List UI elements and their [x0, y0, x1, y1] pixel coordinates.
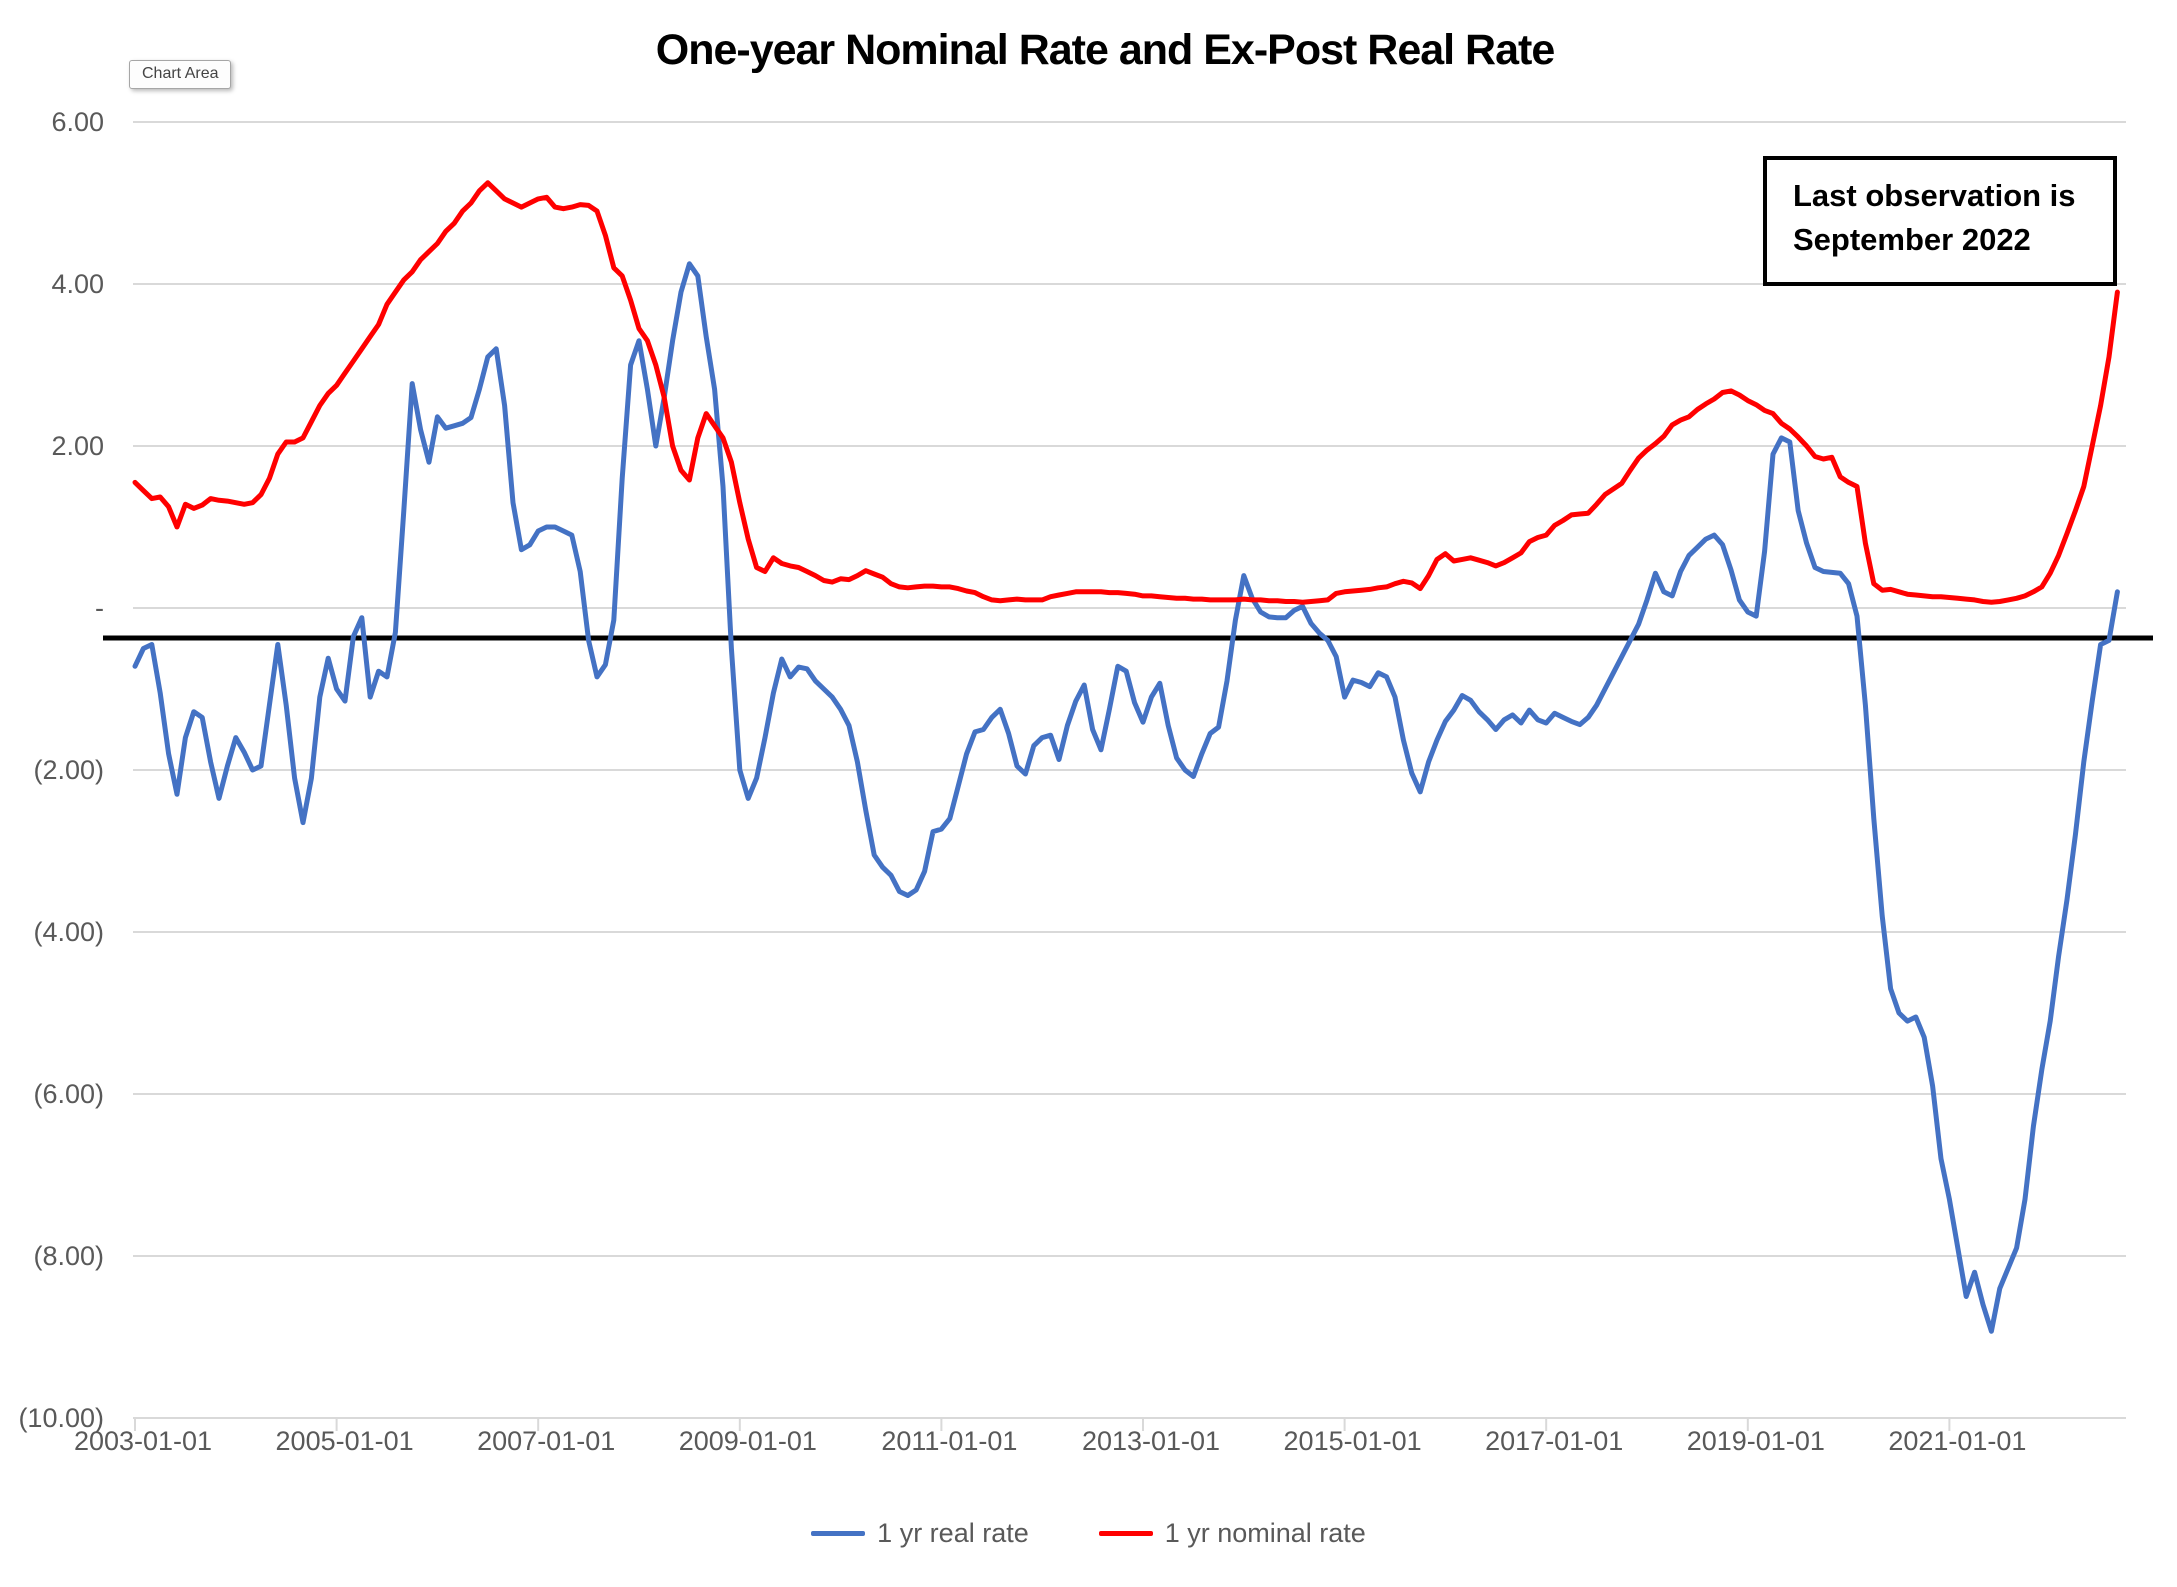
legend-item-nominal-rate[interactable]: 1 yr nominal rate — [1098, 1518, 1366, 1549]
y-axis-label[interactable]: (10.00) — [18, 1403, 104, 1433]
x-axis-label[interactable]: 2005-01-01 — [276, 1426, 414, 1456]
real-rate-series-line[interactable] — [132, 261, 2120, 1334]
x-axis-label[interactable]: 2011-01-01 — [881, 1426, 1017, 1456]
y-axis-label[interactable]: 2.00 — [51, 431, 104, 461]
x-axis-label[interactable]: 2015-01-01 — [1284, 1426, 1422, 1456]
chart-title[interactable]: One-year Nominal Rate and Ex-Post Real R… — [655, 26, 1556, 74]
x-axis-label[interactable]: 2007-01-01 — [477, 1426, 615, 1456]
y-axis-label[interactable]: (4.00) — [33, 917, 104, 947]
legend-item-real-rate[interactable]: 1 yr real rate — [811, 1518, 1029, 1549]
y-axis-label[interactable]: 4.00 — [51, 269, 104, 299]
y-axis-label[interactable]: (8.00) — [33, 1241, 104, 1271]
x-axis-label[interactable]: 2017-01-01 — [1485, 1426, 1623, 1456]
last-observation-note[interactable]: Last observation is September 2022 — [1763, 156, 2117, 286]
note-line-1: Last observation is — [1793, 178, 2076, 213]
note-line-2: September 2022 — [1793, 222, 2031, 257]
legend-label-real-rate: 1 yr real rate — [877, 1518, 1029, 1548]
x-axis-label[interactable]: 2009-01-01 — [679, 1426, 817, 1456]
chart-area-tooltip-label: Chart Area — [142, 65, 219, 82]
nominal-rate-series-line[interactable] — [132, 180, 2120, 605]
y-axis-label[interactable]: (6.00) — [33, 1079, 104, 1109]
chart-area-tooltip: Chart Area — [129, 60, 232, 89]
nominal-rate-line-swatch — [1098, 1531, 1153, 1536]
x-axis-label[interactable]: 2019-01-01 — [1687, 1426, 1825, 1456]
x-axis-label[interactable]: 2021-01-01 — [1888, 1426, 2026, 1456]
legend-label-nominal-rate: 1 yr nominal rate — [1164, 1518, 1366, 1548]
real-rate-line-swatch — [811, 1531, 866, 1536]
y-axis-label[interactable]: (2.00) — [33, 755, 104, 785]
x-axis-label[interactable]: 2013-01-01 — [1082, 1426, 1220, 1456]
chart-legend: 1 yr real rate 1 yr nominal rate — [0, 1518, 2177, 1549]
x-axis-label[interactable]: 2003-01-01 — [74, 1426, 212, 1456]
y-axis-label[interactable]: - — [95, 593, 104, 623]
y-axis-label[interactable]: 6.00 — [51, 107, 104, 137]
